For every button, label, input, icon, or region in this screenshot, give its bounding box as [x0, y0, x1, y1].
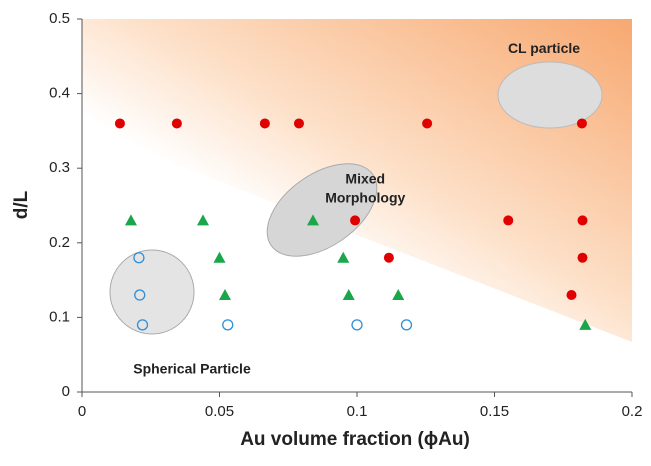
- annotation: Spherical Particle: [133, 360, 251, 376]
- y-tick-label: 0.2: [49, 234, 70, 251]
- x-tick-label: 0.1: [347, 403, 368, 420]
- spherical-particle-illustration: [110, 250, 194, 334]
- point: [422, 118, 432, 128]
- point: [352, 320, 362, 330]
- x-tick-label: 0: [78, 403, 86, 420]
- point: [294, 118, 304, 128]
- annotation: CL particle: [508, 40, 580, 56]
- point: [337, 252, 349, 263]
- point: [115, 118, 125, 128]
- point: [384, 253, 394, 263]
- point: [219, 289, 231, 300]
- point: [503, 215, 513, 225]
- x-axis-label: Au volume fraction (ϕAu): [240, 429, 470, 450]
- annotation-line: Morphology: [325, 189, 405, 205]
- point: [125, 214, 137, 225]
- point: [214, 252, 226, 263]
- point: [578, 215, 588, 225]
- point: [197, 214, 209, 225]
- point: [172, 118, 182, 128]
- point: [350, 215, 360, 225]
- point: [223, 320, 233, 330]
- annotation-line: Mixed: [345, 170, 385, 186]
- y-axis-label: d/L: [11, 190, 32, 219]
- point: [260, 118, 270, 128]
- point: [343, 289, 355, 300]
- point: [567, 290, 577, 300]
- y-tick-label: 0.5: [49, 10, 70, 27]
- y-tick-label: 0.3: [49, 159, 70, 176]
- cl-particle-illustration: [498, 62, 602, 128]
- point: [578, 253, 588, 263]
- point: [402, 320, 412, 330]
- x-tick-label: 0.2: [622, 403, 643, 420]
- annotation-line: Spherical Particle: [133, 360, 251, 376]
- annotation-line: CL particle: [508, 40, 580, 56]
- point: [392, 289, 404, 300]
- point: [577, 118, 587, 128]
- chart: Au volume fraction (ϕAu) d/L 0 0.1 0.2 0.3 0…: [0, 0, 651, 461]
- y-tick-label: 0.4: [49, 85, 70, 102]
- x-tick-label: 0.05: [205, 403, 234, 420]
- y-tick-label: 0: [62, 383, 70, 400]
- y-tick-label: 0.1: [49, 308, 70, 325]
- x-tick-label: 0.15: [480, 403, 509, 420]
